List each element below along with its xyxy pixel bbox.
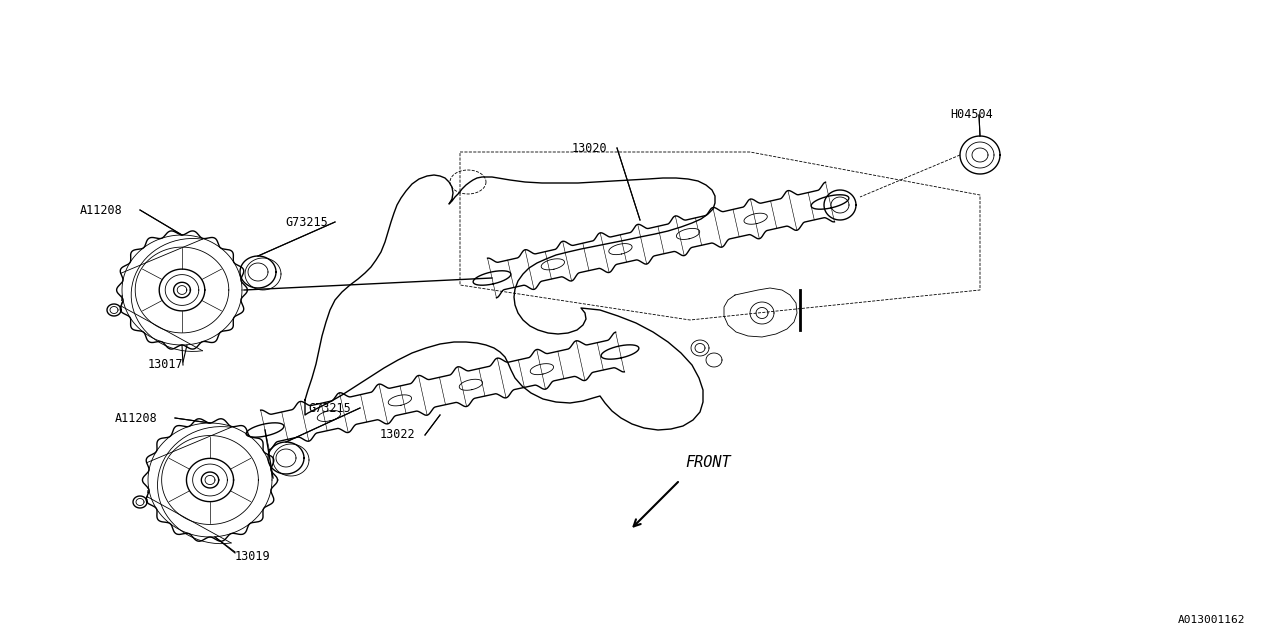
Text: 13019: 13019 [236, 550, 270, 563]
Text: H04504: H04504 [950, 109, 993, 122]
Text: A11208: A11208 [115, 412, 157, 424]
Text: A013001162: A013001162 [1178, 615, 1245, 625]
Text: G73215: G73215 [308, 401, 351, 415]
Text: A11208: A11208 [79, 204, 123, 216]
Text: 13017: 13017 [148, 358, 183, 371]
Text: 13022: 13022 [380, 429, 416, 442]
Text: 13020: 13020 [572, 141, 608, 154]
Text: G73215: G73215 [285, 216, 328, 228]
Text: FRONT: FRONT [685, 455, 731, 470]
